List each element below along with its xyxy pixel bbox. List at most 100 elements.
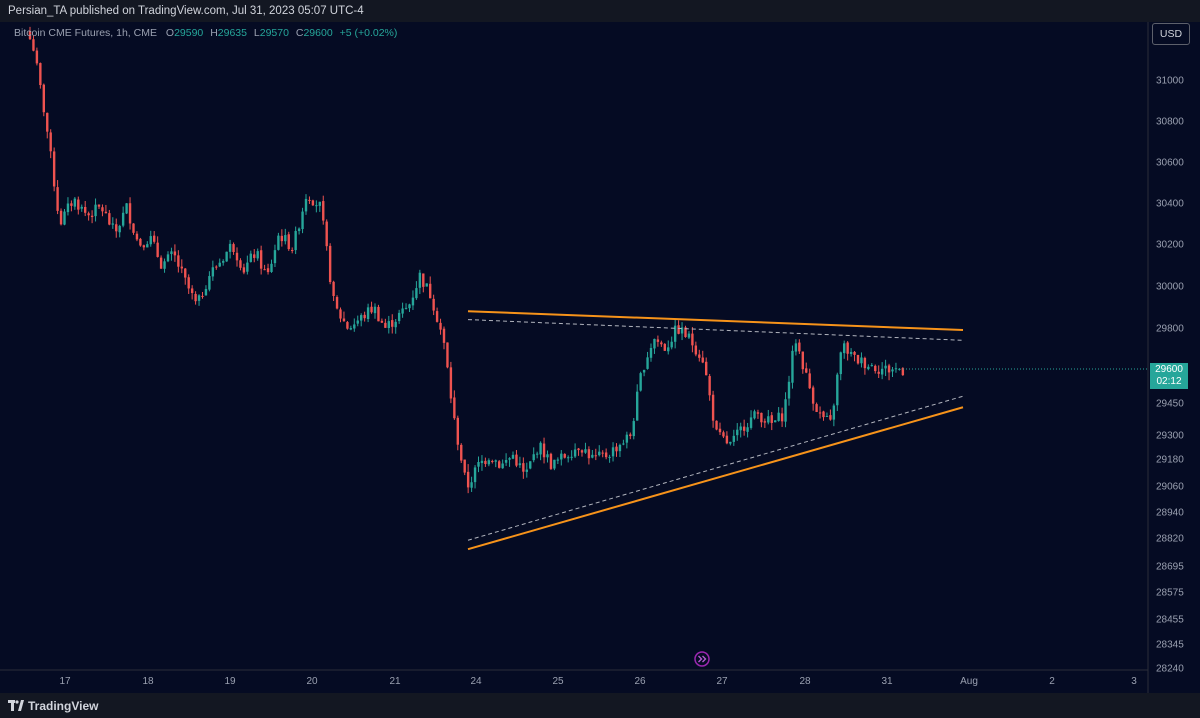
y-tick-label: 29450 bbox=[1156, 399, 1184, 410]
tradingview-logo[interactable]: TradingView bbox=[8, 699, 98, 713]
price-chart[interactable]: 31000 30800 30600 30400 30200 30000 29800 29600… bbox=[0, 22, 1200, 693]
candle-body bbox=[508, 458, 511, 460]
candle-body bbox=[539, 442, 542, 455]
candle-body bbox=[739, 426, 742, 431]
candle-body bbox=[401, 308, 404, 314]
candle-body bbox=[453, 397, 456, 419]
candle-body bbox=[256, 251, 259, 259]
candle-body bbox=[760, 412, 763, 423]
y-tick-label: 29060 bbox=[1156, 482, 1184, 493]
candle-body bbox=[684, 327, 687, 338]
open-label: O bbox=[165, 27, 175, 39]
candle-body bbox=[284, 235, 287, 242]
candle-body bbox=[32, 39, 35, 51]
candle-body bbox=[208, 276, 211, 290]
candle-body bbox=[59, 210, 63, 225]
y-tick-label: 28345 bbox=[1156, 640, 1184, 651]
change-value: +5 (+0.02%) bbox=[339, 27, 398, 39]
candle-body bbox=[463, 459, 466, 473]
candle-body bbox=[708, 376, 711, 396]
candle-body bbox=[849, 351, 853, 354]
candle-body bbox=[501, 463, 504, 469]
candle-body bbox=[784, 399, 787, 422]
candle-body bbox=[887, 365, 891, 373]
candle-body bbox=[577, 448, 580, 451]
tradingview-brand: TradingView bbox=[28, 699, 99, 713]
candle-body bbox=[611, 447, 615, 457]
candle-body bbox=[511, 454, 515, 459]
candle-body bbox=[387, 321, 390, 328]
candle-body bbox=[829, 415, 832, 420]
candle-body bbox=[315, 205, 318, 207]
candle-body bbox=[308, 199, 311, 201]
last-price-label: 29600 02:12 bbox=[1150, 363, 1188, 389]
candle-body bbox=[304, 198, 308, 212]
chart-area[interactable]: 31000 30800 30600 30400 30200 30000 29800 29600… bbox=[0, 22, 1200, 693]
candle-body bbox=[263, 269, 266, 271]
candle-body bbox=[687, 333, 691, 338]
candle-body bbox=[494, 460, 497, 462]
candle-body bbox=[843, 343, 846, 354]
currency-button[interactable]: USD bbox=[1152, 23, 1190, 45]
footer-bar: TradingView bbox=[0, 693, 1200, 718]
candle-body bbox=[563, 454, 566, 458]
candle-body bbox=[598, 451, 601, 456]
candle-body bbox=[270, 263, 273, 272]
candle-body bbox=[618, 444, 622, 452]
y-tick-label: 30000 bbox=[1156, 282, 1184, 293]
candle-body bbox=[698, 354, 701, 358]
candle-body bbox=[639, 373, 642, 391]
candle-body bbox=[673, 325, 677, 342]
candle-body bbox=[177, 255, 180, 267]
candle-body bbox=[636, 391, 639, 421]
last-price: 29600 bbox=[1155, 364, 1183, 375]
candle-body bbox=[580, 450, 584, 453]
scroll-to-realtime-icon[interactable] bbox=[694, 651, 710, 667]
candle-body bbox=[625, 434, 629, 443]
candle-body bbox=[535, 453, 539, 455]
candle-body bbox=[642, 369, 646, 373]
candle-body bbox=[705, 361, 708, 376]
candle-body bbox=[798, 342, 801, 352]
y-tick-label: 28455 bbox=[1156, 615, 1184, 626]
candle-body bbox=[70, 203, 73, 206]
y-tick-label: 30800 bbox=[1156, 117, 1184, 128]
x-tick-label: 27 bbox=[716, 676, 728, 687]
candle-body bbox=[722, 432, 725, 437]
candle-body bbox=[235, 252, 239, 261]
candle-body bbox=[280, 235, 284, 242]
candle-body bbox=[356, 320, 359, 324]
candle-body bbox=[135, 233, 139, 240]
y-tick-label: 29180 bbox=[1156, 455, 1184, 466]
y-tick-label: 31000 bbox=[1156, 76, 1184, 87]
candle-body bbox=[287, 234, 290, 250]
candle-body bbox=[429, 283, 432, 299]
realtime-arrows bbox=[698, 655, 707, 663]
x-tick-label: 31 bbox=[881, 676, 893, 687]
candle-body bbox=[870, 365, 873, 367]
candle-body bbox=[553, 459, 556, 469]
x-tick-label: 19 bbox=[224, 676, 236, 687]
y-tick-label: 28575 bbox=[1156, 588, 1184, 599]
candle-body bbox=[184, 268, 187, 278]
candle-body bbox=[701, 357, 704, 363]
dashed-channel-line bbox=[467, 395, 964, 541]
candle-body bbox=[101, 207, 104, 212]
candle-body bbox=[753, 411, 756, 419]
candle-body bbox=[711, 394, 715, 421]
candle-body bbox=[660, 342, 663, 345]
candle-body bbox=[839, 352, 842, 375]
candle-body bbox=[197, 295, 201, 301]
y-tick-label: 29300 bbox=[1156, 431, 1184, 442]
candle-body bbox=[473, 467, 477, 483]
symbol-name: Bitcoin CME Futures, 1h, CME bbox=[14, 27, 157, 39]
x-tick-label: 21 bbox=[389, 676, 401, 687]
open-value: 29590 bbox=[174, 27, 204, 39]
candle-body bbox=[556, 459, 560, 461]
candle-body bbox=[253, 254, 256, 258]
candle-body bbox=[677, 325, 680, 334]
candle-body bbox=[729, 441, 732, 444]
candle-body bbox=[225, 251, 228, 262]
candle-body bbox=[84, 206, 87, 213]
candle-body bbox=[649, 347, 653, 358]
